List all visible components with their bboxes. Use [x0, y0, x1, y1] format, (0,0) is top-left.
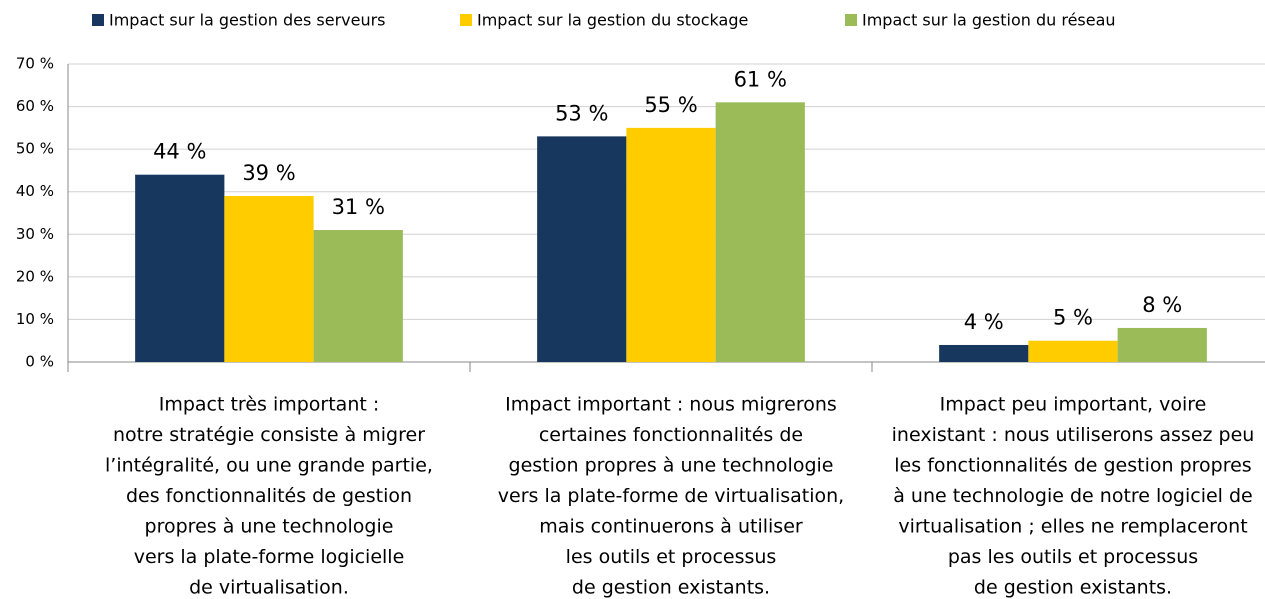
x-tick-label: gestion propres à une technologie [509, 455, 834, 477]
legend-label: Impact sur la gestion du stockage [477, 11, 748, 30]
data-label: 55 % [644, 93, 697, 117]
bar [224, 195, 314, 362]
legend-swatch [92, 14, 104, 26]
x-tick-label: l’intégralité, ou une grande partie, [105, 455, 433, 477]
y-tick-label: 40 % [16, 182, 54, 200]
legend-label: Impact sur la gestion du réseau [862, 11, 1116, 30]
x-tick-label: Impact important : nous migrerons [505, 394, 837, 416]
y-tick-label: 20 % [16, 267, 54, 285]
data-label: 8 % [1142, 293, 1182, 317]
data-label: 4 % [964, 310, 1004, 334]
legend-swatch [460, 14, 472, 26]
x-tick-label: Impact très important : [159, 394, 380, 416]
legend-swatch [845, 14, 857, 26]
data-label: 39 % [242, 161, 295, 185]
x-tick-label: inexistant : nous utiliserons assez peu [892, 424, 1255, 446]
data-label: 44 % [153, 140, 206, 164]
bar [939, 344, 1029, 362]
x-tick-label: des fonctionnalités de gestion [126, 485, 412, 507]
y-tick-label: 70 % [16, 55, 54, 73]
x-tick-label: vers la plate-forme de virtualisation, [498, 485, 844, 507]
bar [135, 174, 225, 362]
x-tick-label: vers la plate-forme logicielle [134, 546, 405, 568]
bar [537, 136, 627, 362]
y-tick-label: 50 % [16, 140, 54, 158]
data-label: 53 % [555, 101, 608, 125]
x-tick-label: Impact peu important, voire [940, 394, 1207, 416]
bar [715, 102, 805, 363]
bar [626, 127, 716, 362]
x-tick-label: les fonctionnalités de gestion propres [894, 455, 1251, 477]
data-label: 5 % [1053, 306, 1093, 330]
y-tick-label: 10 % [16, 310, 54, 328]
data-label: 31 % [332, 195, 385, 219]
x-tick-label: de gestion existants. [974, 577, 1172, 599]
y-tick-label: 30 % [16, 225, 54, 243]
x-tick-label: à une technologie de notre logiciel de [893, 485, 1253, 507]
bar [313, 230, 403, 362]
x-tick-label: de gestion existants. [572, 577, 770, 599]
x-tick-label: les outils et processus [566, 546, 777, 568]
legend-label: Impact sur la gestion des serveurs [109, 11, 386, 30]
x-tick-label: mais continuerons à utiliser [539, 516, 803, 538]
y-tick-label: 0 % [25, 353, 54, 371]
x-tick-label: virtualisation ; elles ne remplaceront [898, 516, 1247, 538]
data-label: 61 % [734, 67, 787, 91]
x-tick-label: certaines fonctionnalités de [539, 424, 803, 446]
bar [1028, 340, 1118, 362]
x-tick-label: notre stratégie consiste à migrer [113, 424, 425, 446]
x-tick-label: pas les outils et processus [948, 546, 1198, 568]
bar [1117, 327, 1207, 362]
x-tick-label: propres à une technologie [145, 516, 394, 538]
x-tick-label: de virtualisation. [189, 577, 349, 599]
y-tick-label: 60 % [16, 97, 54, 115]
